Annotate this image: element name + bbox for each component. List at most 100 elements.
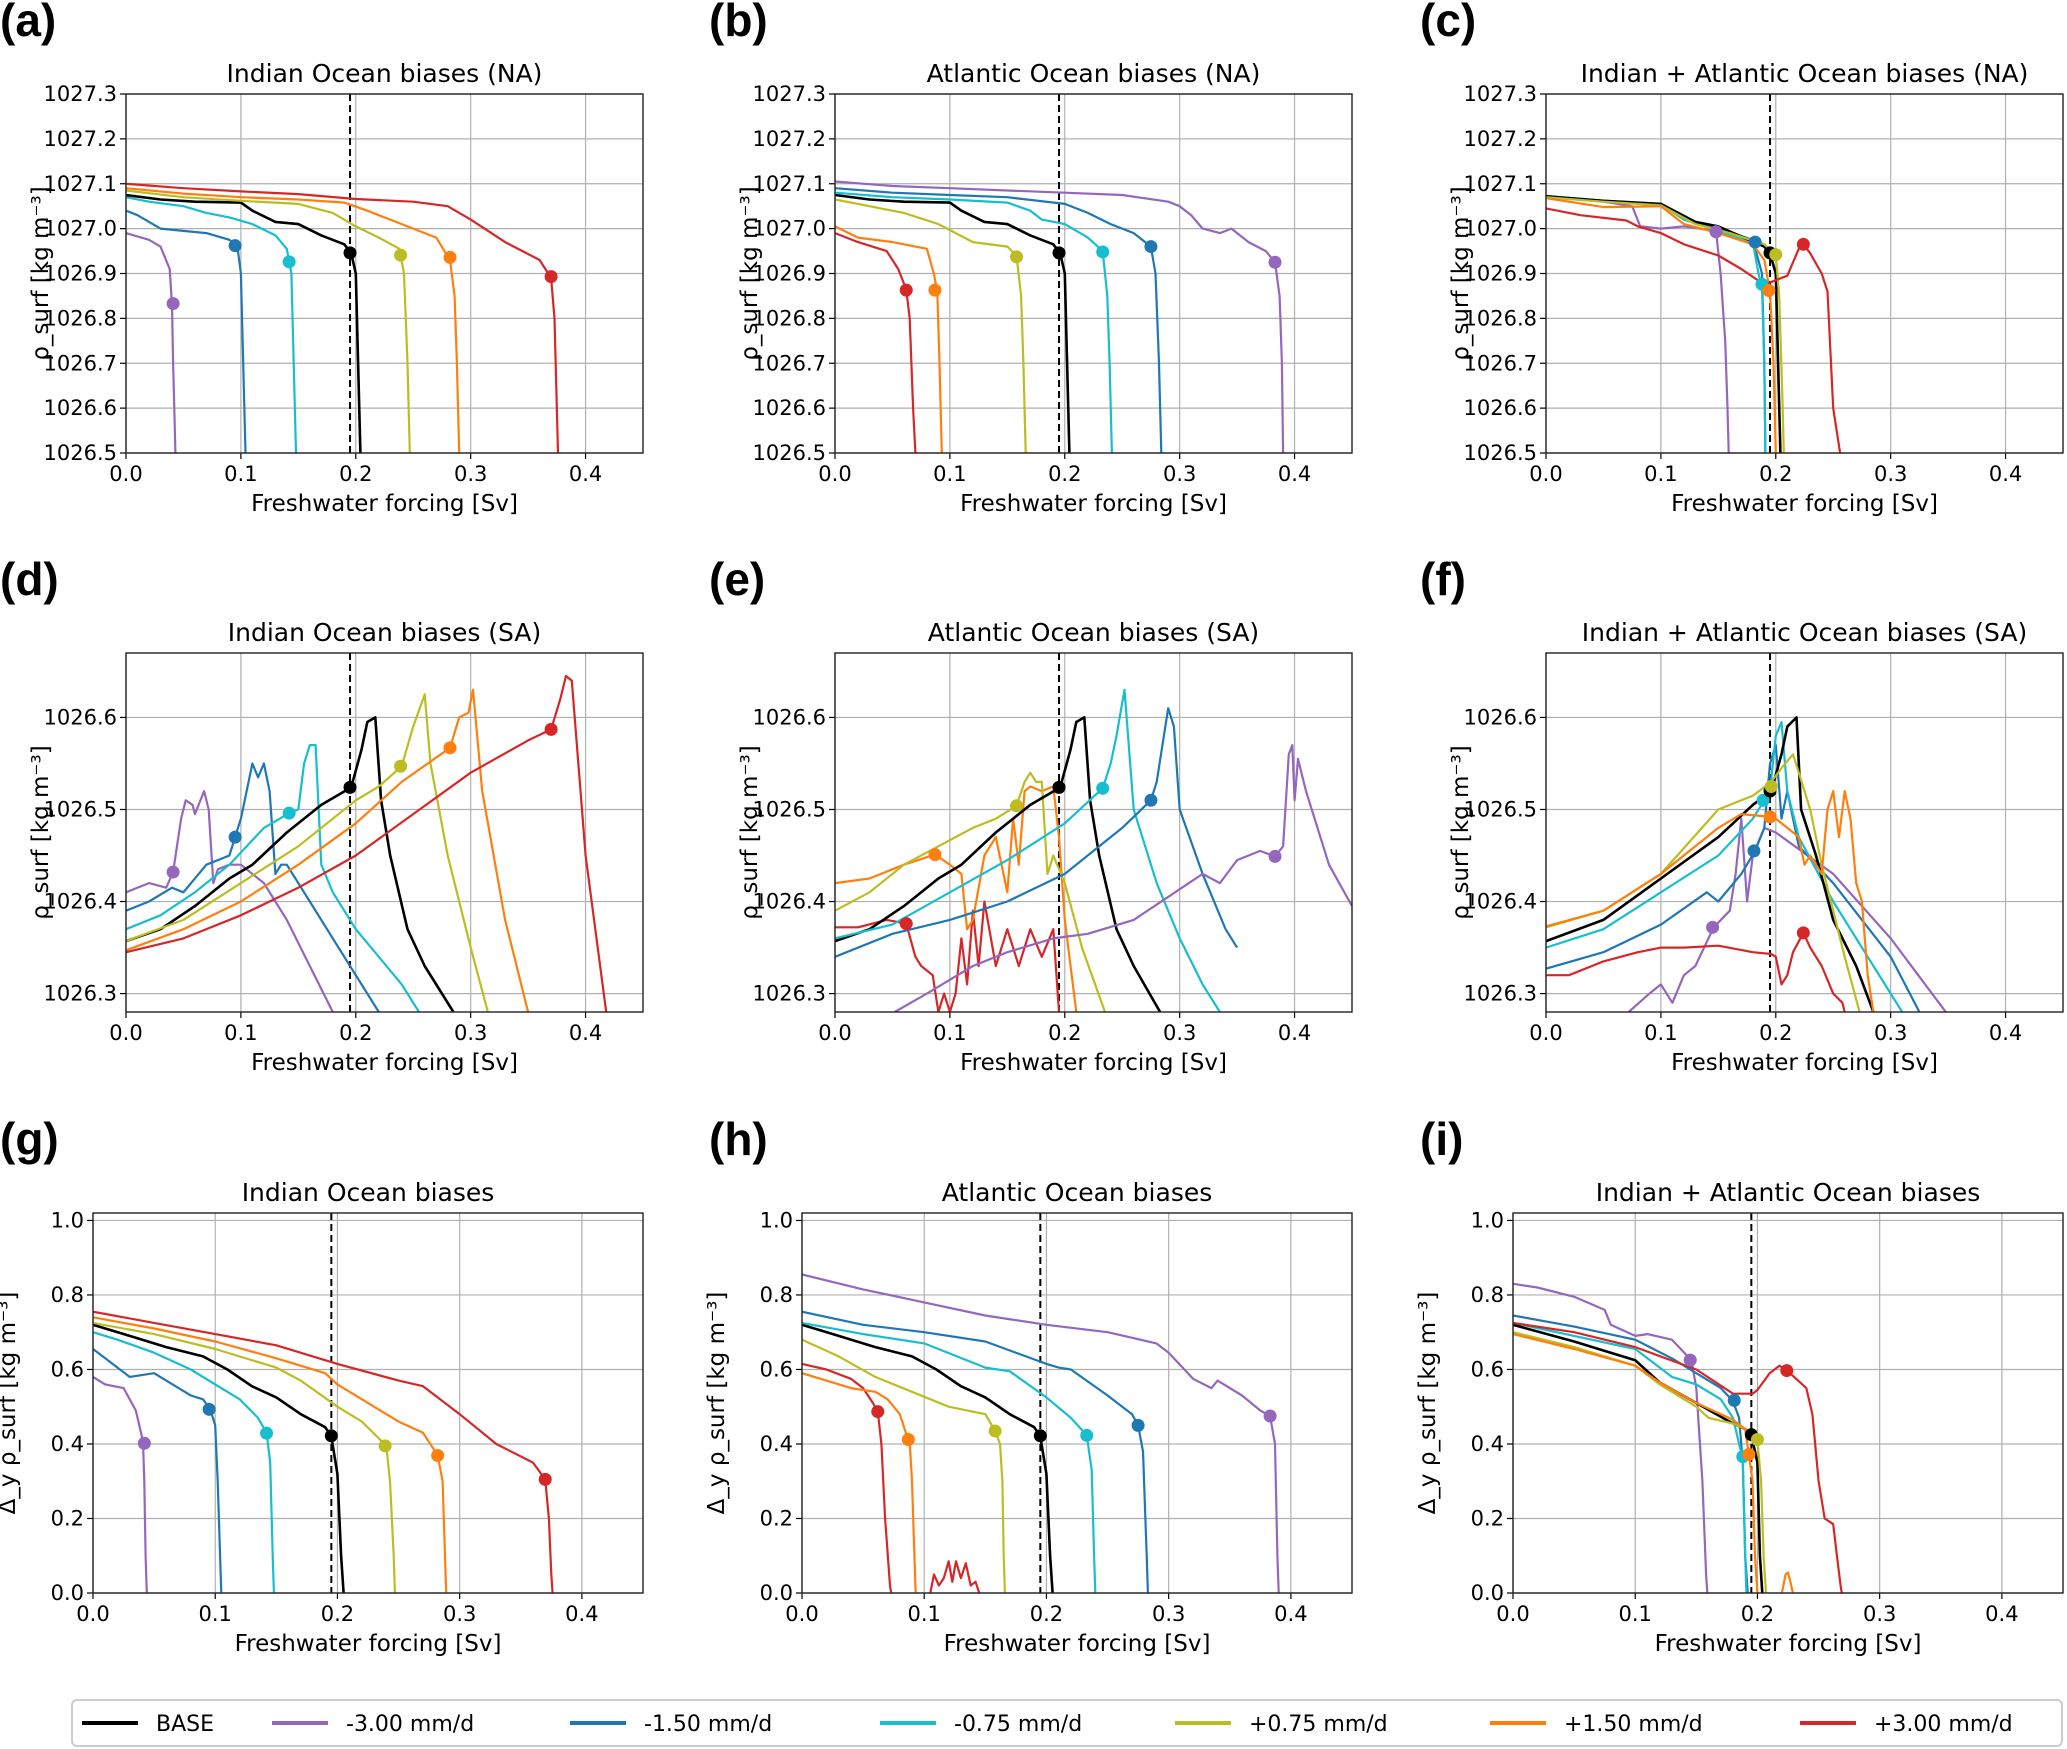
y-tick-label: 1026.3: [44, 982, 117, 1006]
tipping-point-marker: [1033, 1429, 1047, 1443]
axes-frame: [834, 652, 1353, 1013]
y-tick-label: 1026.6: [753, 705, 826, 729]
series-line: [126, 209, 247, 453]
y-tick-label: 1027.1: [753, 172, 826, 196]
tipping-point-marker: [899, 283, 913, 297]
series-line: [835, 198, 1027, 453]
series-line: [126, 189, 411, 453]
x-tick-label: 0.0: [785, 1602, 818, 1626]
legend-label: +0.75 mm/d: [1249, 1712, 1388, 1737]
axes-frame: [1545, 93, 2064, 454]
y-tick-label: 1026.5: [753, 441, 826, 465]
series-line: [1546, 743, 1921, 1012]
tipping-point-marker: [1709, 225, 1723, 239]
x-tick-label: 0.0: [76, 1602, 109, 1626]
series-group: [1513, 1282, 1843, 1593]
panel-title: Indian + Atlantic Ocean biases (NA): [1581, 59, 2029, 88]
tipping-point-marker: [443, 741, 457, 755]
series-line: [1546, 931, 1846, 1012]
tipping-point-marker: [1796, 926, 1810, 940]
tipping-point-marker: [1268, 849, 1282, 863]
series-line: [835, 232, 917, 453]
series-line: [126, 674, 608, 1012]
tipping-point-marker: [901, 1433, 915, 1447]
x-tick-label: 0.0: [109, 1021, 142, 1045]
y-tick-label: 1.0: [760, 1208, 793, 1232]
x-tick-label: 0.3: [1152, 1602, 1185, 1626]
series-line: [835, 716, 1162, 1012]
series-line: [802, 1338, 1006, 1593]
tipping-point-marker: [1727, 1393, 1741, 1407]
tipping-point-marker: [1052, 780, 1066, 794]
series-group: [126, 182, 560, 453]
y-tick-label: 1027.2: [753, 127, 826, 151]
tipping-point-marker: [1796, 237, 1810, 251]
tipping-point-marker: [343, 780, 357, 794]
tipping-point-marker: [166, 865, 180, 879]
y-tick-label: 1027.1: [1464, 172, 1537, 196]
x-tick-label: 0.0: [109, 462, 142, 486]
y-tick-label: 1026.6: [753, 396, 826, 420]
series-line: [802, 1362, 893, 1593]
series-line: [835, 191, 1113, 453]
panel-title: Indian Ocean biases (SA): [228, 618, 542, 647]
y-tick-label: 1026.6: [1464, 396, 1537, 420]
y-tick-label: 1027.0: [753, 217, 826, 241]
series-line: [93, 1310, 554, 1593]
series-line: [1546, 196, 1785, 453]
series-group: [126, 674, 608, 1012]
x-tick-label: 0.1: [1619, 1602, 1652, 1626]
tipping-point-marker: [871, 1405, 885, 1419]
series-line: [93, 1321, 396, 1593]
legend-label: -1.50 mm/d: [644, 1712, 772, 1737]
series-line: [1513, 1321, 1843, 1593]
series-line: [93, 1375, 148, 1593]
tipping-point-marker: [1756, 793, 1770, 807]
axes-frame: [1512, 1212, 2064, 1594]
x-axis-label: Freshwater forcing [Sv]: [1655, 1631, 1922, 1657]
x-tick-label: 0.3: [1163, 1021, 1196, 1045]
x-tick-label: 0.3: [1874, 462, 1907, 486]
x-tick-label: 0.2: [1741, 1602, 1774, 1626]
x-tick-label: 0.1: [1644, 1021, 1677, 1045]
tipping-point-marker: [228, 239, 242, 253]
series-line: [126, 193, 362, 453]
series-line: [802, 1372, 917, 1593]
y-tick-label: 1027.3: [1464, 82, 1537, 106]
y-tick-label: 1026.5: [1464, 797, 1537, 821]
x-tick-label: 0.0: [1529, 1021, 1562, 1045]
series-group: [802, 1273, 1280, 1593]
series-line: [1513, 1321, 1748, 1593]
x-tick-label: 0.3: [1863, 1602, 1896, 1626]
tipping-point-marker: [343, 246, 357, 260]
x-tick-label: 0.1: [1644, 462, 1677, 486]
y-tick-label: 1026.9: [753, 262, 826, 286]
legend-label: -3.00 mm/d: [346, 1712, 474, 1737]
tipping-point-marker: [1742, 1447, 1756, 1461]
panel-title: Indian + Atlantic Ocean biases (SA): [1582, 618, 2027, 647]
tipping-point-marker: [1263, 1409, 1277, 1423]
y-tick-label: 1026.4: [44, 890, 117, 914]
series-group: [835, 688, 1352, 1012]
y-tick-label: 1026.4: [1464, 890, 1537, 914]
y-axis-label: ρ_surf [kg m⁻³]: [1448, 186, 1474, 360]
tipping-point-marker: [1750, 1433, 1764, 1447]
series-group: [93, 1310, 554, 1593]
series-line: [835, 193, 1071, 453]
tipping-point-marker: [1780, 1364, 1794, 1378]
panel-title: Atlantic Ocean biases (SA): [928, 618, 1259, 647]
y-tick-label: 0.4: [1471, 1432, 1504, 1456]
y-tick-label: 1027.1: [44, 172, 117, 196]
y-tick-label: 0.6: [1471, 1357, 1504, 1381]
y-axis-label: Δ_y ρ_surf [kg m⁻³]: [704, 1292, 730, 1515]
series-line: [835, 187, 1163, 453]
y-tick-label: 1027.3: [753, 82, 826, 106]
tipping-point-marker: [544, 270, 558, 284]
series-line: [835, 900, 1061, 1012]
y-tick-label: 0.2: [51, 1506, 84, 1530]
x-axis-label: Freshwater forcing [Sv]: [960, 491, 1227, 517]
panel-letter: (d): [0, 553, 59, 605]
panel-f: (f) 0.0 0.1 0.2 0.3 0.4 1026.3 1026.4 1026.5 1026…: [1420, 553, 2064, 1076]
panel-letter: (h): [709, 1113, 768, 1165]
tipping-point-marker: [538, 1472, 552, 1486]
